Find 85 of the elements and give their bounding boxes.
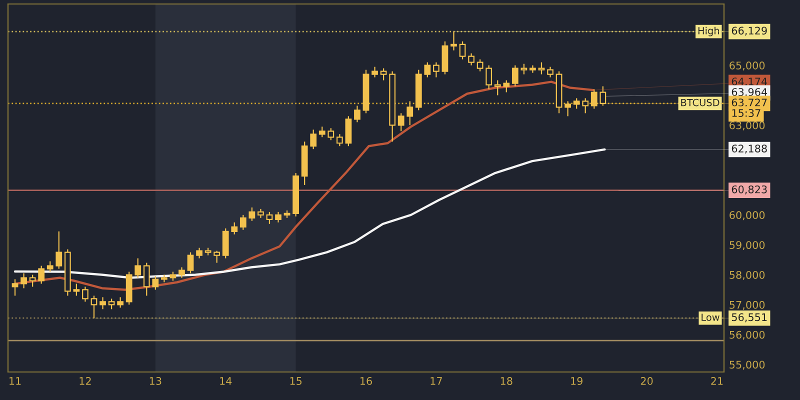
candlestick [538,62,545,75]
candlestick [476,58,484,72]
y-tick-label: 56,000 [730,330,765,340]
x-tick-label: 21 [711,377,723,385]
candlestick [582,98,589,114]
x-tick-label: 20 [640,377,653,385]
x-tick-label: 11 [10,377,21,385]
candlestick [56,230,62,270]
candlestick [275,211,282,223]
candlestick [573,98,580,110]
annotation: 56,551 [732,313,767,322]
annotation: 60,823 [732,185,767,194]
candlestick [248,206,256,222]
candlestick [433,62,440,78]
candlestick [328,128,334,141]
candlestick [494,80,501,96]
annotation: 63,727 [732,98,767,108]
candlestick [520,63,528,75]
candlestick [564,100,571,117]
candlestick [12,278,18,296]
y-tick-label: 55,000 [730,360,765,370]
candlestick [318,126,326,138]
candlestick [486,64,492,90]
ref-line-label: Low [702,314,720,321]
candlestick [108,298,115,310]
ref-line-label: BTCUSD [681,98,720,106]
candlestick [468,52,474,66]
candlestick [459,40,466,60]
ref-line-label: High [698,26,720,36]
candlestick [354,105,360,123]
candlestick [450,31,457,51]
annotation: 63,964 [732,88,768,98]
candlestick [73,283,80,296]
candlestick [590,88,598,110]
candlestick [82,286,88,302]
text: 15:37 [732,109,760,117]
y-tick-label: 58,000 [730,270,765,280]
candlestick [29,274,36,288]
candlestick [503,80,510,93]
annotation: 62,188 [732,144,767,154]
annotation: 66,129 [732,26,767,36]
candlestick [372,66,378,78]
candlestick [424,62,431,78]
candlestick [530,64,536,74]
annotation: 64,174 [732,78,768,87]
x-tick-label: 19 [571,377,582,385]
candlestick [20,272,27,289]
candlestick [117,296,124,308]
candlestick [100,296,106,310]
candlestick [406,100,414,126]
candlestick [310,129,317,150]
line-series [14,148,606,279]
x-tick-label: 16 [360,377,372,385]
candlestick [143,262,150,296]
x-tick-label: 12 [80,377,91,385]
candlestick [46,260,54,272]
y-tick-label: 57,000 [730,300,765,310]
candlestick [380,68,387,81]
candlestick [196,247,202,259]
x-tick-label: 17 [430,377,442,385]
candlestick [152,276,159,290]
candlestick [600,86,606,106]
x-tick-label: 18 [500,377,512,385]
candlestick [214,250,220,264]
y-tick-label: 63,000 [730,121,765,130]
candlestick [398,112,404,132]
candlestick [345,116,352,147]
candlestick [336,134,343,147]
candlestick [134,258,142,278]
candlestick [222,228,229,259]
candlestick [512,64,518,87]
candlestick [90,295,98,319]
candlestick [187,252,194,274]
y-tick-label: 59,000 [730,241,765,250]
x-tick-label: 14 [220,377,232,385]
y-tick-label: 65,000 [730,62,765,70]
candlestick [266,211,273,224]
x-tick-label: 13 [150,377,162,385]
candlestick [240,214,246,230]
candlestick [547,66,554,78]
candlestick [38,265,45,284]
candlestick [178,266,185,278]
y-tick-label: 60,000 [730,211,765,220]
candlestick [231,222,238,235]
x-tick-label: 15 [290,377,302,385]
